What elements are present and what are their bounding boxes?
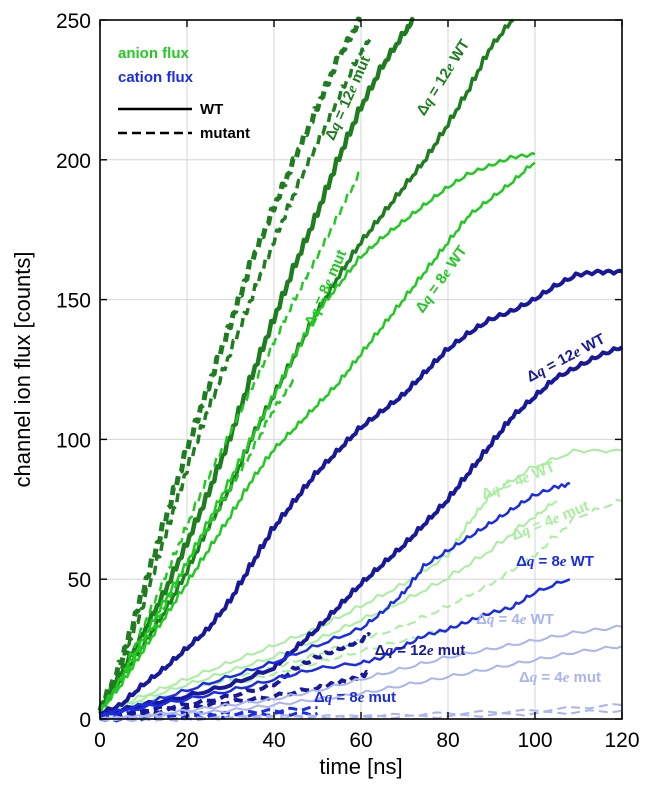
annotation-c12mut: Δq = 12e mut: [375, 642, 465, 659]
annotation-part-q: q: [530, 670, 538, 686]
series-line-anion-4e-wt: [99, 500, 558, 717]
legend-mutant-label: mutant: [200, 125, 250, 142]
y-tick-label: 250: [56, 10, 91, 33]
annotation-part-q: q: [527, 554, 535, 570]
annotation-part-mid: = 4: [537, 669, 563, 686]
annotation-part-q: q: [487, 612, 495, 628]
series-line-cation-8e-wt: [99, 481, 571, 718]
series-line-cation-8e-mut: [99, 710, 319, 723]
series-line-anion-12e-mut: [97, 16, 362, 712]
annotation-c4wt: Δq = 4e WT: [476, 611, 554, 628]
annotation-part-post: mut: [434, 642, 466, 659]
x-tick-label: 80: [436, 729, 459, 752]
series-line-cation-12e-wt: [99, 268, 623, 716]
annotation-part-pre: Δ: [516, 553, 527, 570]
y-tick-label: 0: [79, 709, 91, 732]
annotation-part-e: e: [563, 670, 570, 686]
annotation-part-post: WT: [526, 611, 554, 628]
series-line-cation-12e-wt: [98, 345, 624, 718]
legend-anion-label: anion flux: [118, 45, 189, 62]
annotation-part-mid: = 8: [534, 553, 559, 570]
annotation-part-e: e: [560, 554, 567, 570]
series-line-anion-4e-wt: [99, 448, 623, 718]
annotation-part-q: q: [386, 643, 394, 659]
x-tick-label: 0: [94, 729, 106, 752]
annotation-part-e: e: [427, 643, 434, 659]
annotation-part-pre: Δ: [476, 611, 487, 628]
x-tick-label: 100: [517, 729, 552, 752]
y-tick-label: 50: [68, 569, 91, 592]
series-line-anion-12e-mut: [98, 38, 372, 714]
annotation-part-pre: Δ: [314, 689, 325, 706]
annotation-c8wt: Δq = 8e WT: [516, 553, 594, 570]
series-line-anion-8e-wt: [98, 161, 536, 714]
annotation-part-mid: = 8: [332, 689, 357, 706]
axis-ticks: [99, 19, 623, 720]
y-tick-label: 200: [56, 150, 91, 173]
annotation-part-e: e: [358, 690, 365, 706]
y-tick-label: 100: [56, 429, 91, 452]
y-axis-label: channel ion flux [counts]: [10, 251, 35, 487]
y-tick-label: 150: [56, 290, 91, 313]
annotation-c8mut: Δq = 8e mut: [314, 689, 396, 706]
x-tick-label: 20: [175, 729, 198, 752]
series-line-cation-8e-wt: [99, 578, 571, 718]
series-line-anion-8e-wt: [98, 151, 536, 714]
legend-wt-label: WT: [200, 101, 223, 118]
annotation-part-e: e: [520, 612, 527, 628]
legend: anion flux cation flux WT mutant: [118, 45, 250, 142]
series-line-cation-4e-wt: [99, 624, 623, 722]
annotation-part-pre: Δ: [375, 642, 386, 659]
x-axis-label: time [ns]: [319, 754, 402, 779]
series-line-anion-8e-mut: [98, 171, 362, 714]
annotation-part-q: q: [325, 690, 333, 706]
annotation-part-post: mut: [569, 669, 601, 686]
x-tick-label: 60: [349, 729, 372, 752]
annotation-part-mid: = 12: [393, 642, 427, 659]
legend-cation-label: cation flux: [118, 69, 194, 86]
annotation-c4mut: Δq = 4e mut: [519, 669, 601, 686]
annotation-part-post: WT: [566, 553, 594, 570]
annotation-part-pre: Δ: [519, 669, 530, 686]
annotation-part-post: mut: [364, 689, 396, 706]
series-line-anion-12e-wt: [97, 16, 415, 712]
x-tick-label: 120: [604, 729, 639, 752]
series-line-anion-8e-mut: [98, 376, 297, 714]
annotation-part-mid: = 4: [494, 611, 520, 628]
tick-labels: 0 20 40 60 80 100 120 0 50 100 150 200 250: [56, 10, 640, 752]
x-tick-label: 40: [262, 729, 285, 752]
series-layer: [97, 16, 624, 723]
